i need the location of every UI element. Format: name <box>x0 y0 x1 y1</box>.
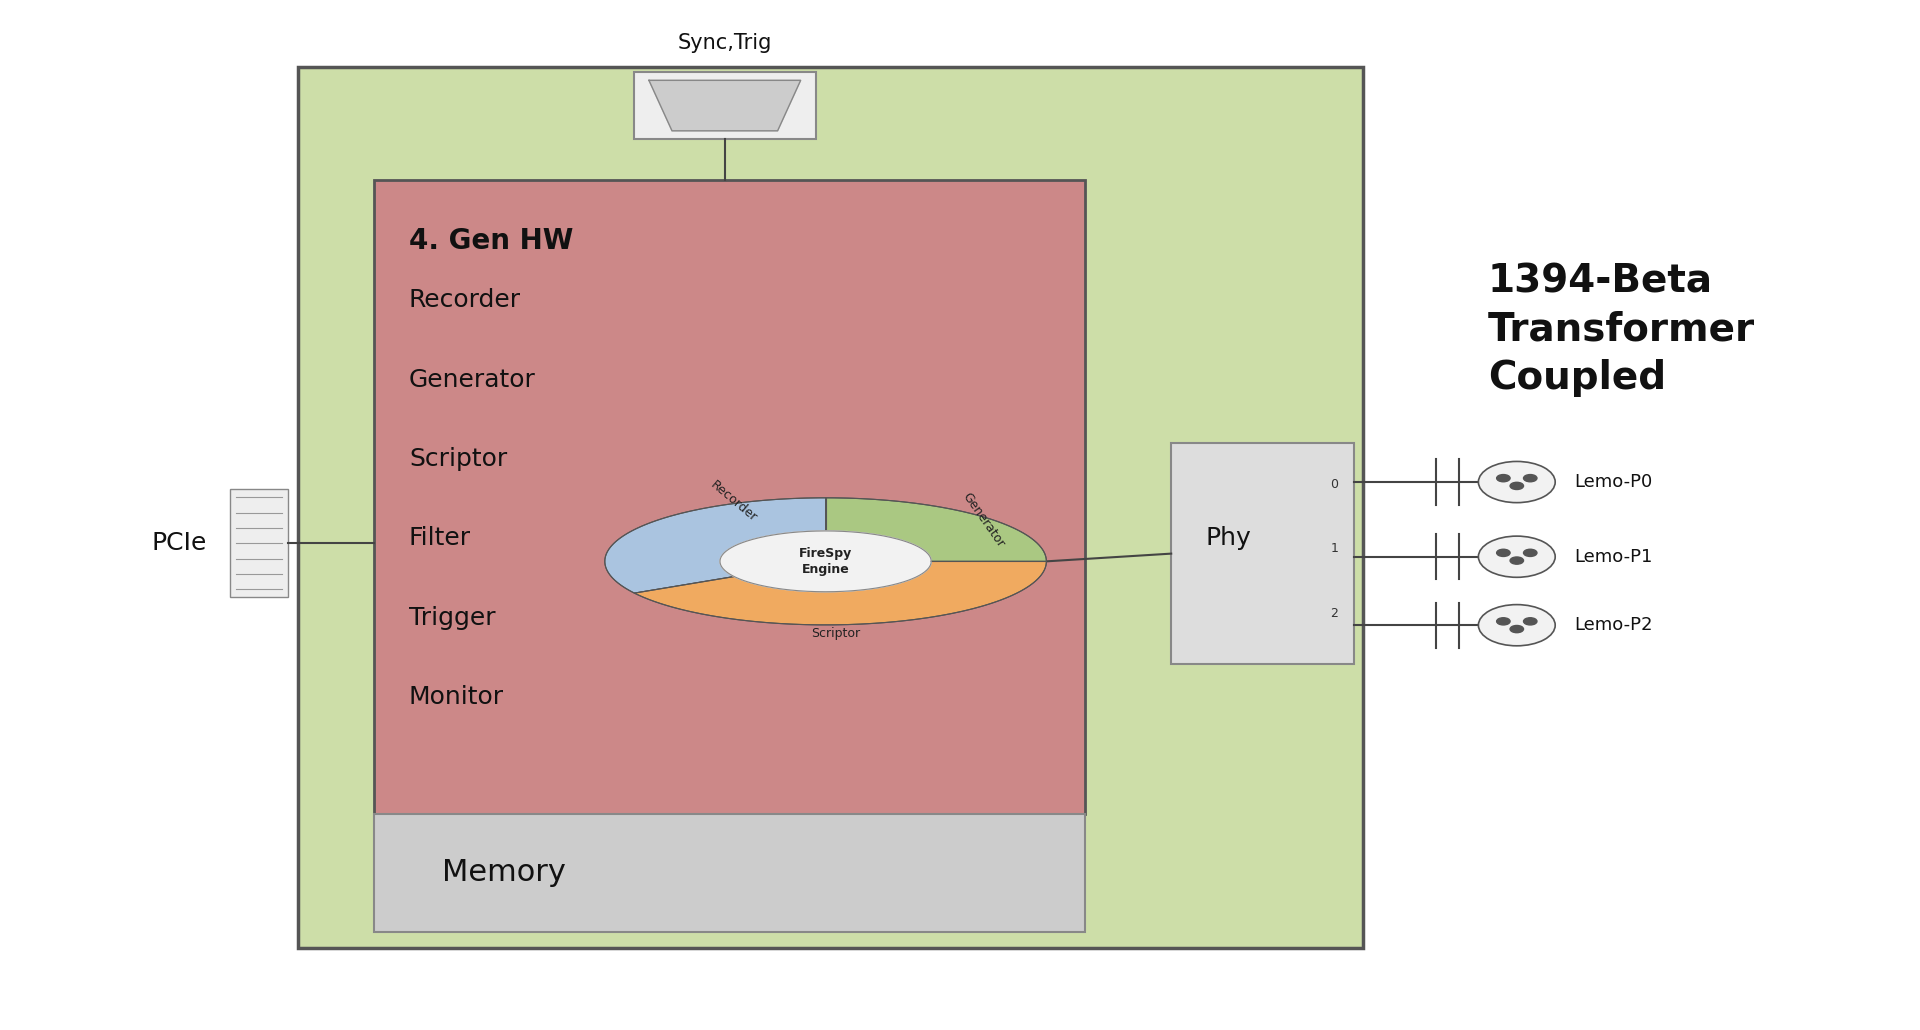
Text: PCIe: PCIe <box>152 531 207 555</box>
Circle shape <box>1524 475 1536 482</box>
Circle shape <box>1511 625 1524 632</box>
Text: 1394-Beta
Transformer
Coupled: 1394-Beta Transformer Coupled <box>1488 262 1755 398</box>
Text: Recorder: Recorder <box>708 479 758 524</box>
Polygon shape <box>634 561 1046 625</box>
Text: Lemo-P1: Lemo-P1 <box>1574 548 1653 565</box>
Text: Sync,Trig: Sync,Trig <box>678 33 772 54</box>
Text: 1: 1 <box>1331 543 1338 555</box>
Circle shape <box>1478 536 1555 577</box>
Text: Monitor: Monitor <box>409 685 505 709</box>
Circle shape <box>1478 605 1555 646</box>
Text: Recorder: Recorder <box>409 288 520 312</box>
Text: Scriptor: Scriptor <box>810 627 860 640</box>
Circle shape <box>1478 461 1555 503</box>
Circle shape <box>1498 475 1511 482</box>
Text: 0: 0 <box>1331 478 1338 490</box>
FancyBboxPatch shape <box>1171 443 1354 664</box>
Circle shape <box>1524 618 1536 625</box>
Text: FireSpy
Engine: FireSpy Engine <box>799 547 852 576</box>
Circle shape <box>1498 618 1511 625</box>
FancyBboxPatch shape <box>374 180 1085 814</box>
Text: Lemo-P0: Lemo-P0 <box>1574 473 1653 491</box>
FancyBboxPatch shape <box>230 489 288 597</box>
FancyBboxPatch shape <box>374 814 1085 932</box>
Text: Generator: Generator <box>960 490 1006 550</box>
Text: Phy: Phy <box>1206 526 1252 550</box>
Polygon shape <box>720 530 931 592</box>
FancyBboxPatch shape <box>298 67 1363 948</box>
Polygon shape <box>826 497 1046 561</box>
Text: Scriptor: Scriptor <box>409 447 507 471</box>
Text: Lemo-P2: Lemo-P2 <box>1574 616 1653 634</box>
Polygon shape <box>649 80 801 131</box>
Circle shape <box>1498 549 1511 556</box>
Polygon shape <box>605 497 826 593</box>
Text: Memory: Memory <box>442 858 566 888</box>
FancyBboxPatch shape <box>634 72 816 139</box>
Text: 4. Gen HW: 4. Gen HW <box>409 227 574 254</box>
Circle shape <box>1511 557 1524 564</box>
Text: Generator: Generator <box>409 368 536 391</box>
Text: Trigger: Trigger <box>409 606 495 629</box>
Circle shape <box>1511 482 1524 489</box>
Text: 2: 2 <box>1331 608 1338 620</box>
Text: Filter: Filter <box>409 526 470 550</box>
Circle shape <box>1524 549 1536 556</box>
